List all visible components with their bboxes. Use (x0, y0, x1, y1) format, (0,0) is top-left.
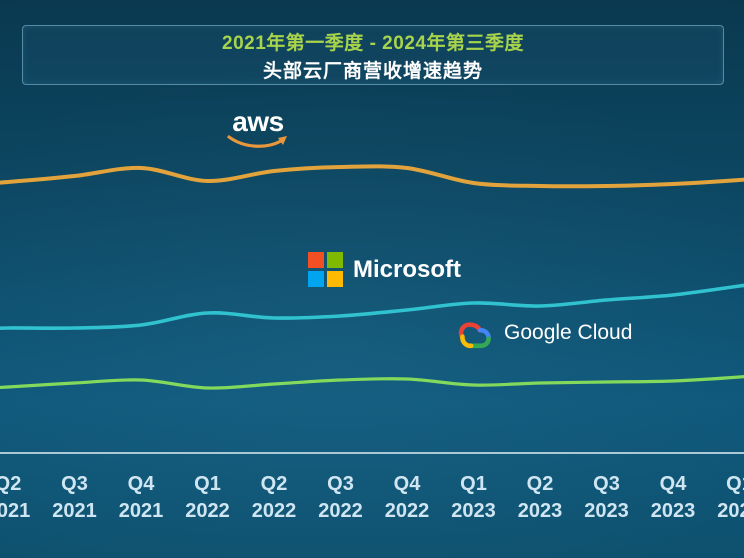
x-axis-label: Q4 2021 (118, 473, 164, 522)
aws-smile-icon (227, 135, 287, 148)
x-axis-label: Q4 2023 (650, 473, 696, 522)
x-axis-label: Q12024 (717, 473, 744, 522)
aws-logo-text: aws (232, 106, 284, 137)
microsoft-logo: Microsoft (308, 252, 461, 287)
x-axis-label: Q4 2022 (384, 473, 430, 522)
x-axis-label: Q3 2021 (52, 473, 97, 522)
x-axis-label: Q1 2022 (185, 473, 230, 522)
x-axis-label: Q2 2023 (517, 473, 563, 522)
google-cloud-icon (458, 322, 491, 349)
microsoft-squares-icon (308, 252, 343, 287)
google-cloud-logo-text: Google Cloud (504, 321, 633, 344)
google-cloud-logo: Google Cloud (451, 315, 632, 351)
aws-logo: aws (212, 108, 304, 151)
chart-date-range: 2021年第一季度 - 2024年第三季度 (222, 32, 524, 54)
x-axis-label: Q2 2022 (251, 473, 297, 522)
x-axis-label: Q3 2023 (584, 473, 629, 522)
microsoft-square-green (327, 252, 343, 268)
microsoft-square-yellow (327, 271, 343, 287)
microsoft-square-blue (308, 271, 324, 287)
microsoft-square-red (308, 252, 324, 268)
microsoft-logo-text: Microsoft (353, 255, 461, 283)
chart-title-box: 2021年第一季度 - 2024年第三季度 头部云厂商营收增速趋势 (22, 25, 724, 85)
x-axis-line (0, 452, 744, 454)
x-axis-label: Q3 2022 (318, 473, 363, 522)
aws-trend-line (0, 164, 744, 189)
x-axis-label: Q22021 (0, 473, 31, 522)
microsoft-trend-line (0, 283, 744, 330)
x-axis-label: Q1 2023 (451, 473, 496, 522)
chart-title: 头部云厂商营收增速趋势 (262, 60, 483, 82)
google-cloud-trend-line (0, 375, 744, 390)
